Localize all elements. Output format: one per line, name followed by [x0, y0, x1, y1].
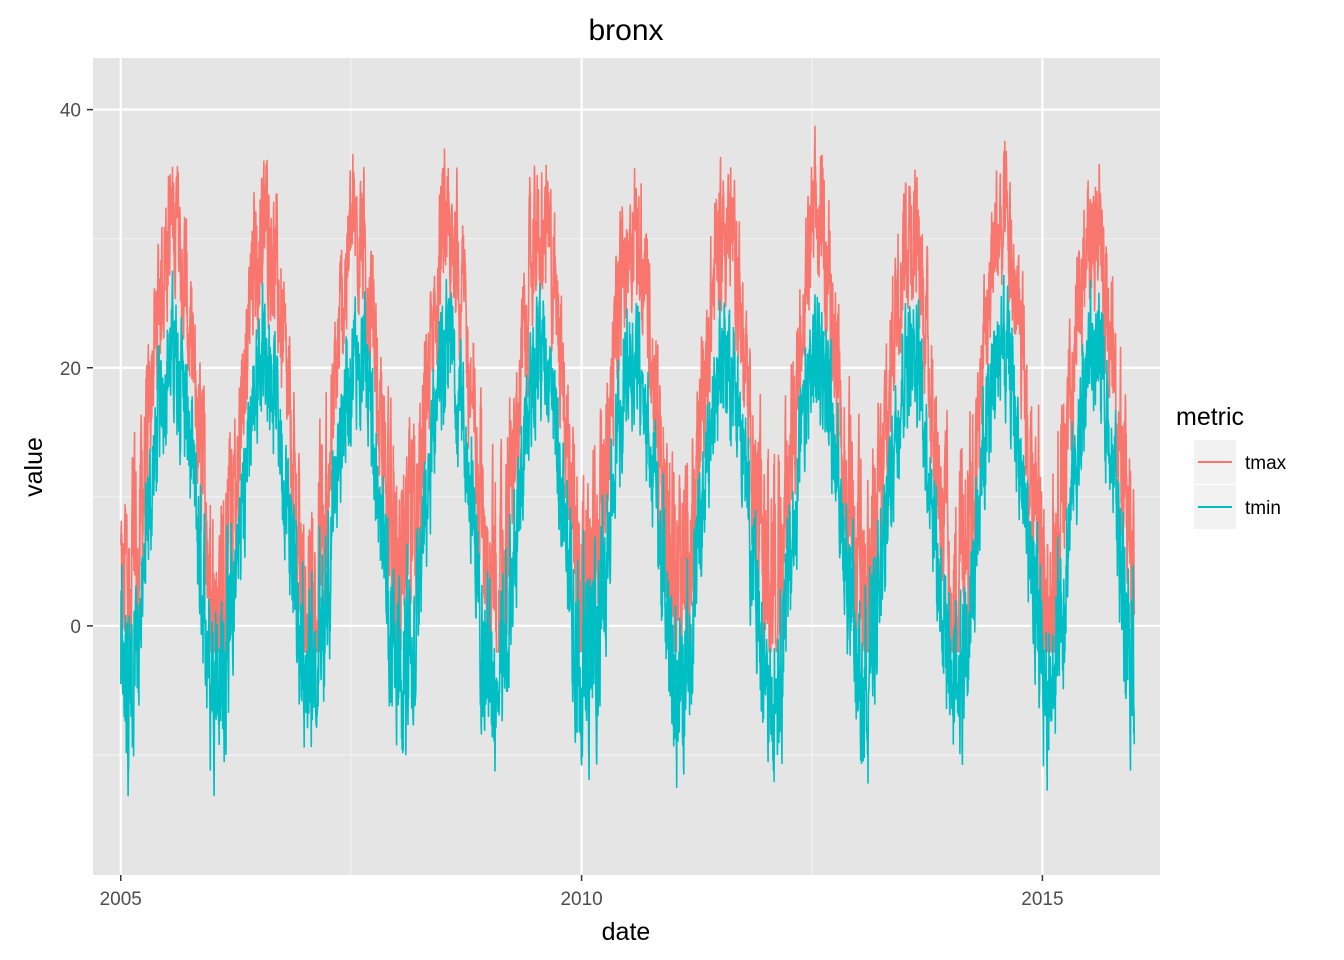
- x-tick-label-0: 2005: [100, 889, 142, 910]
- y-axis-ticks: 0 20 40: [60, 101, 93, 638]
- series-layer: [120, 125, 1136, 797]
- y-axis-title: value: [20, 437, 48, 497]
- legend: metric tmax tmin: [1176, 403, 1287, 529]
- x-axis-ticks: 2005 2010 2015: [100, 875, 1064, 910]
- series-line-tmin: [120, 270, 1136, 797]
- legend-label-tmax: tmax: [1245, 453, 1287, 474]
- y-tick-label-1: 20: [60, 359, 81, 380]
- legend-item-tmin: tmin: [1194, 485, 1281, 529]
- y-tick-label-2: 40: [60, 101, 81, 122]
- legend-title: metric: [1176, 403, 1244, 431]
- x-tick-label-1: 2010: [560, 889, 602, 910]
- legend-label-tmin: tmin: [1245, 498, 1281, 519]
- chart-title: bronx: [588, 14, 663, 47]
- y-tick-label-0: 0: [70, 617, 81, 638]
- x-axis-title: date: [602, 918, 651, 946]
- x-tick-label-2: 2015: [1021, 889, 1063, 910]
- series-line-tmax: [120, 125, 1136, 653]
- legend-item-tmax: tmax: [1194, 440, 1287, 484]
